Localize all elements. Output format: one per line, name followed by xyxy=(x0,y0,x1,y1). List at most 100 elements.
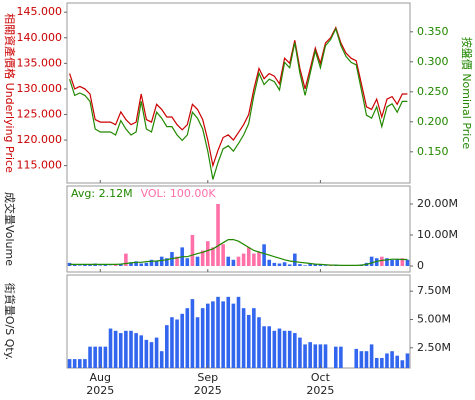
bar xyxy=(262,326,266,368)
bar xyxy=(98,346,103,368)
series-line xyxy=(69,239,408,266)
bar xyxy=(262,244,266,266)
x-tick-label: Oct 2025 xyxy=(306,371,335,397)
bar xyxy=(293,333,297,368)
bar xyxy=(323,265,328,266)
bar xyxy=(83,264,87,266)
annotation: VOL: 100.00K xyxy=(141,187,217,200)
bar xyxy=(318,265,323,266)
bar xyxy=(185,258,190,266)
bar xyxy=(354,348,359,368)
bar xyxy=(241,253,246,266)
bar xyxy=(124,253,128,266)
bar xyxy=(154,261,159,266)
bar xyxy=(298,264,302,266)
bar xyxy=(67,359,72,368)
bar xyxy=(246,314,251,368)
bar xyxy=(303,265,307,266)
bar xyxy=(78,359,82,368)
y-tick-label: 130.000 xyxy=(17,82,63,95)
bar xyxy=(175,256,179,266)
bar xyxy=(257,252,261,266)
series-line xyxy=(69,25,408,168)
bar xyxy=(241,308,246,368)
y-tick-label: 140.000 xyxy=(17,31,63,44)
bar xyxy=(185,308,190,368)
bar xyxy=(108,328,113,368)
y-tick-label: 120.000 xyxy=(17,133,63,146)
bar xyxy=(103,346,108,368)
bar xyxy=(134,333,138,368)
bar xyxy=(282,330,287,368)
bar xyxy=(287,264,292,266)
bar xyxy=(380,357,384,368)
bar xyxy=(236,256,241,266)
bar xyxy=(339,346,343,368)
bar xyxy=(200,308,205,368)
bar xyxy=(400,258,405,266)
bar xyxy=(154,337,159,368)
bar xyxy=(359,351,364,368)
bar xyxy=(149,342,154,368)
bar xyxy=(252,308,256,368)
bar xyxy=(231,259,236,266)
bar xyxy=(139,263,144,266)
bar xyxy=(216,296,220,368)
bar xyxy=(287,330,292,368)
bar xyxy=(129,330,133,368)
x-tick-label: Sep 2025 xyxy=(193,371,222,397)
bar xyxy=(149,259,154,266)
bar xyxy=(113,330,118,368)
bar xyxy=(405,353,410,368)
bar xyxy=(333,346,338,368)
bar xyxy=(395,355,399,368)
bar xyxy=(395,259,399,266)
bar xyxy=(364,351,369,368)
bar xyxy=(318,344,323,368)
bar xyxy=(134,261,138,266)
bar xyxy=(195,256,200,266)
y-axis-label: 街貨量O/S Qty. xyxy=(3,283,17,360)
y2-tick-label: 0.350 xyxy=(417,25,449,38)
bar xyxy=(211,301,215,368)
bar xyxy=(129,262,133,266)
bar xyxy=(180,313,184,368)
y-tick-label: 20.00M xyxy=(417,197,458,210)
y-tick-label: 145.000 xyxy=(17,5,63,18)
bar xyxy=(72,264,77,266)
y2-tick-label: 0.150 xyxy=(417,145,449,158)
bar xyxy=(103,265,108,266)
y-tick-label: 115.000 xyxy=(17,159,63,172)
bar xyxy=(374,258,379,266)
bar xyxy=(380,256,384,266)
bar xyxy=(200,250,205,266)
y-axis-label: 成交量Volume xyxy=(3,192,17,266)
bar xyxy=(323,344,328,368)
y-tick-label: 2.50M xyxy=(417,341,451,354)
y-tick-label: 0 xyxy=(417,259,424,272)
bar xyxy=(282,262,287,266)
bar xyxy=(257,317,261,368)
bar xyxy=(118,264,123,266)
bar xyxy=(313,264,318,266)
bar xyxy=(139,335,144,368)
bar xyxy=(374,357,379,368)
bar xyxy=(205,303,210,368)
series-line xyxy=(69,27,408,180)
annotation: Avg: 2.12M xyxy=(71,187,133,200)
bar xyxy=(72,359,77,368)
bar xyxy=(246,247,251,266)
bar xyxy=(369,344,374,368)
bar xyxy=(267,326,272,368)
bar xyxy=(313,344,318,368)
bar xyxy=(385,353,389,368)
bar xyxy=(405,259,410,266)
bar xyxy=(272,262,277,266)
bar xyxy=(144,262,149,266)
bar xyxy=(390,351,394,368)
bar xyxy=(293,253,297,266)
bar xyxy=(83,359,87,368)
y-tick-label: 7.50M xyxy=(417,284,451,297)
bar xyxy=(113,265,118,266)
